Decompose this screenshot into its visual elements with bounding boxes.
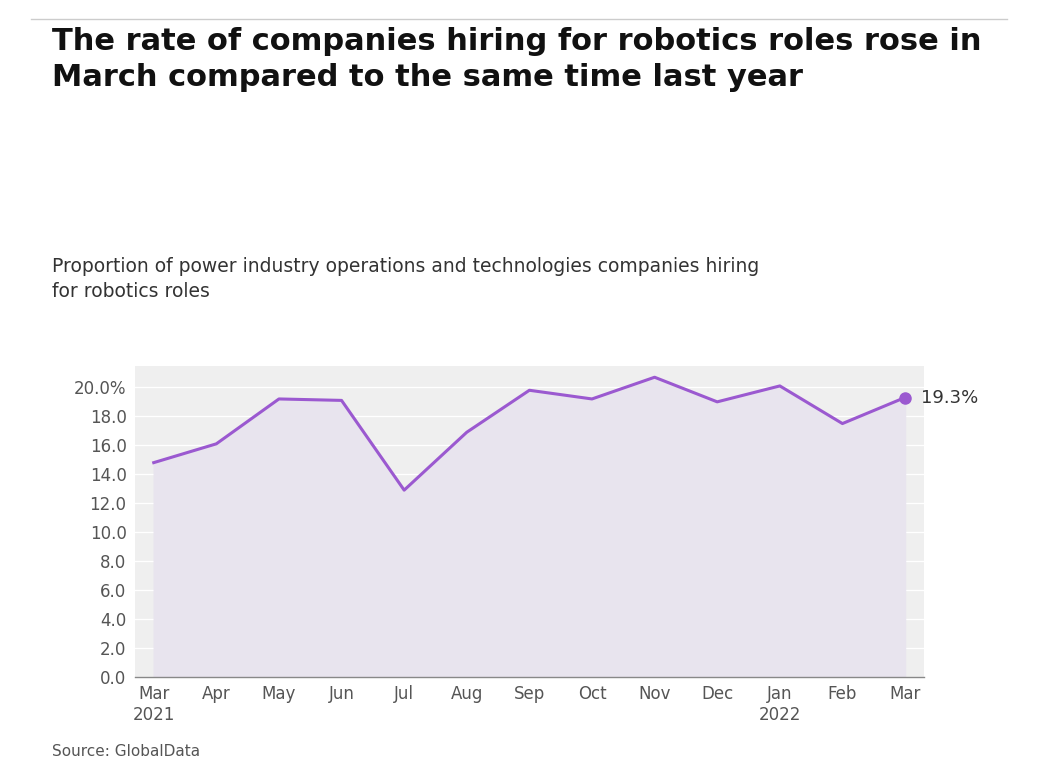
Text: Proportion of power industry operations and technologies companies hiring
for ro: Proportion of power industry operations …: [52, 257, 759, 301]
Text: Source: GlobalData: Source: GlobalData: [52, 744, 200, 759]
Text: 19.3%: 19.3%: [921, 388, 978, 406]
Text: The rate of companies hiring for robotics roles rose in
March compared to the sa: The rate of companies hiring for robotic…: [52, 27, 981, 92]
